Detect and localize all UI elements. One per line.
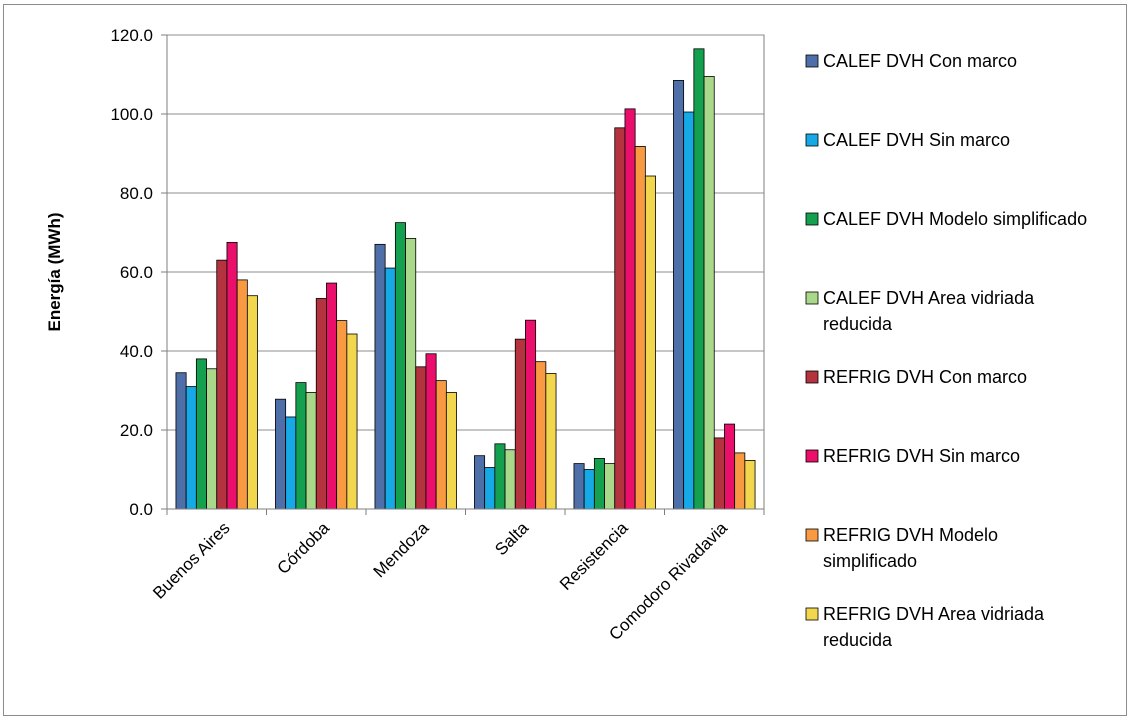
bar <box>195 358 207 510</box>
x-category-label: Resistencia <box>556 518 632 594</box>
bar <box>206 368 218 510</box>
bar <box>285 416 297 510</box>
legend-label: REFRIG DVH Con marco <box>823 367 1027 387</box>
legend-label: CALEF DVH Modelo simplificado <box>823 209 1087 229</box>
bar <box>474 455 486 510</box>
bar <box>305 392 317 510</box>
bar <box>226 241 238 510</box>
bar <box>326 282 338 510</box>
bar <box>514 338 526 510</box>
legend-label: CALEF DVH Sin marco <box>823 130 1010 150</box>
bar-chart: 0.0 20.0 40.0 60.0 80.0 100.0 120.0 Buenos Air… <box>45 26 1087 650</box>
bar <box>604 463 616 510</box>
bar <box>583 469 595 510</box>
legend-swatch <box>805 54 819 68</box>
bar <box>525 319 537 510</box>
bar <box>336 320 348 510</box>
legend-swatch <box>805 528 819 542</box>
bar <box>275 398 287 510</box>
y-tick-label: 120.0 <box>110 26 153 45</box>
legend-swatch <box>805 133 819 147</box>
x-category-label: Salta <box>491 518 532 559</box>
bar <box>545 373 557 510</box>
legend-swatch <box>805 607 819 621</box>
legend-label: REFRIG DVH Sin marco <box>823 446 1020 466</box>
bar <box>236 279 248 510</box>
bar <box>246 295 258 510</box>
bar <box>624 108 636 510</box>
gridlines <box>167 34 764 431</box>
bar <box>504 449 516 510</box>
bar <box>175 372 187 510</box>
y-tick-label: 100.0 <box>110 105 153 124</box>
bar <box>724 423 736 510</box>
legend-swatch <box>805 212 819 226</box>
bar <box>435 380 447 510</box>
bar <box>734 452 746 510</box>
y-tick-label: 20.0 <box>120 421 153 440</box>
bars <box>175 48 756 510</box>
bar <box>405 238 417 510</box>
bar <box>484 467 496 510</box>
bar <box>673 80 685 510</box>
bar <box>593 458 605 510</box>
legend-swatch <box>805 449 819 463</box>
y-tick-labels: 0.0 20.0 40.0 60.0 80.0 100.0 120.0 <box>110 26 167 519</box>
legend: CALEF DVH Con marco CALEF DVH Sin marco CA… <box>805 51 1087 650</box>
bar <box>394 222 406 510</box>
legend-label: REFRIG DVH Modelo simplificado <box>823 525 998 571</box>
bar <box>445 392 457 510</box>
x-category-label: Córdoba <box>274 518 334 578</box>
bar <box>295 382 307 510</box>
bar <box>346 333 358 510</box>
bar <box>374 243 386 510</box>
bar <box>693 48 705 510</box>
legend-label: REFRIG DVH Area vidriada reducida <box>823 604 1045 650</box>
y-tick-label: 80.0 <box>120 184 153 203</box>
bar <box>644 175 656 510</box>
bar <box>744 460 756 510</box>
y-tick-label: 60.0 <box>120 263 153 282</box>
x-category-labels: Buenos Aires Córdoba Mendoza Salta Resistenc… <box>149 518 731 644</box>
bar <box>425 353 437 510</box>
bar <box>494 443 506 510</box>
legend-swatch <box>805 291 819 305</box>
legend-swatch <box>805 370 819 384</box>
chart-frame: 0.0 20.0 40.0 60.0 80.0 100.0 120.0 Buenos Air… <box>3 4 1127 716</box>
bar <box>216 259 228 510</box>
y-axis-title: Energía (MWh) <box>45 213 64 332</box>
bar <box>614 127 626 510</box>
legend-label: CALEF DVH Area vidriada reducida <box>823 288 1035 334</box>
bar <box>634 145 646 510</box>
bar <box>703 76 715 510</box>
bar <box>573 463 585 510</box>
bar <box>683 111 695 510</box>
bar <box>384 267 396 510</box>
x-category-label: Buenos Aires <box>149 518 233 602</box>
bar <box>713 437 725 510</box>
x-category-label: Mendoza <box>370 518 433 581</box>
legend-label: CALEF DVH Con marco <box>823 51 1017 71</box>
y-tick-label: 40.0 <box>120 342 153 361</box>
bar <box>185 386 197 510</box>
y-tick-label: 0.0 <box>129 500 153 519</box>
bar <box>415 366 427 510</box>
bar <box>315 298 327 510</box>
bar <box>535 361 547 510</box>
